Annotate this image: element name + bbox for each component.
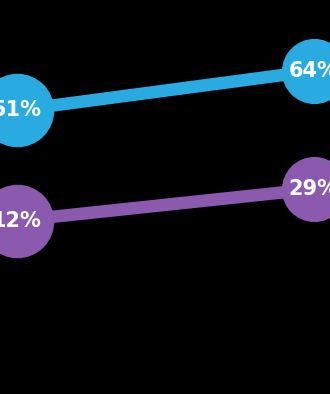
Point <box>311 68 316 74</box>
Point <box>311 186 316 192</box>
Point <box>14 217 19 224</box>
Text: 51%: 51% <box>0 100 42 120</box>
Text: 29%: 29% <box>288 179 330 199</box>
Text: 64%: 64% <box>288 61 330 81</box>
Point <box>14 107 19 113</box>
Text: 12%: 12% <box>0 211 42 230</box>
